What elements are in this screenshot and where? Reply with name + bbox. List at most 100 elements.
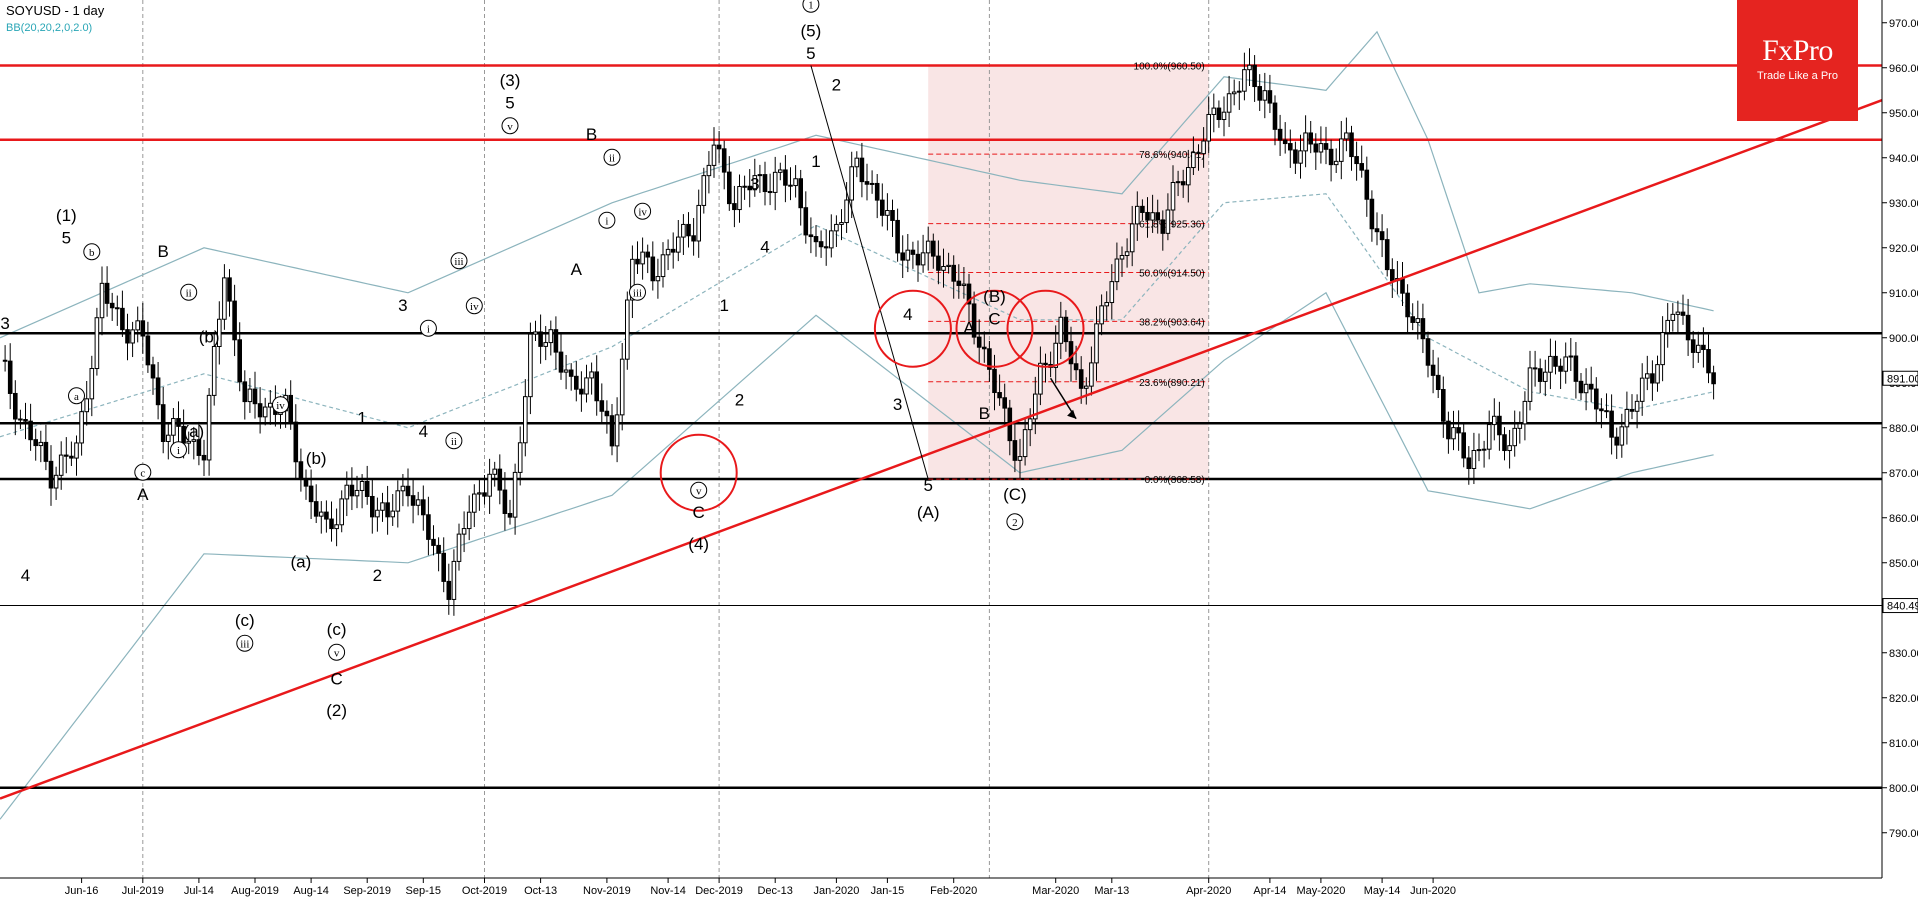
candle-body bbox=[1497, 415, 1502, 436]
candle-body bbox=[1451, 427, 1456, 440]
wave-label: iv bbox=[470, 301, 479, 313]
candle-body bbox=[1374, 228, 1380, 233]
x-tick-label: Mar-2020 bbox=[1032, 885, 1079, 897]
candle-body bbox=[691, 235, 696, 242]
wave-label: (C) bbox=[1003, 485, 1027, 504]
candle-body bbox=[1135, 205, 1140, 225]
candle-body bbox=[176, 418, 181, 427]
wave-label: A bbox=[963, 318, 975, 337]
candle-body bbox=[436, 544, 441, 554]
candle-body bbox=[135, 320, 140, 331]
candle-body bbox=[64, 454, 69, 457]
wave-label: 2 bbox=[1012, 517, 1018, 529]
wave-label: 4 bbox=[903, 305, 912, 324]
candle-body bbox=[1685, 314, 1691, 341]
highlight-circle bbox=[659, 433, 738, 512]
candle-body bbox=[757, 174, 763, 177]
wave-label: A bbox=[137, 485, 149, 504]
y-tick-label: 950.00 bbox=[1889, 108, 1918, 120]
candle-body bbox=[79, 411, 84, 444]
candle-body bbox=[1420, 318, 1426, 340]
candle-body bbox=[1226, 93, 1232, 113]
candle-body bbox=[523, 396, 528, 444]
candle-body bbox=[262, 406, 268, 418]
candle-body bbox=[574, 375, 579, 390]
candle-body bbox=[1527, 367, 1533, 402]
candle-body bbox=[252, 388, 258, 405]
candle-body bbox=[1390, 269, 1395, 282]
bollinger-lower bbox=[0, 291, 1714, 820]
candle-body bbox=[1379, 231, 1385, 241]
candle-body bbox=[931, 240, 936, 257]
wave-label: 5 bbox=[505, 93, 514, 112]
candle-body bbox=[762, 174, 768, 193]
candle-body bbox=[844, 199, 849, 224]
candle-body bbox=[619, 358, 625, 416]
candle-body bbox=[1114, 258, 1120, 283]
candle-body bbox=[859, 157, 865, 183]
x-axis-panel bbox=[0, 878, 1918, 898]
candle-body bbox=[1665, 319, 1671, 334]
candle-body bbox=[834, 223, 839, 232]
wave-label: v bbox=[507, 121, 513, 133]
wave-label: ii bbox=[609, 152, 615, 164]
candle-body bbox=[421, 499, 426, 516]
fib-label: 38.2%(903.64) bbox=[1139, 317, 1205, 328]
candle-body bbox=[1206, 113, 1212, 142]
candle-body bbox=[1435, 374, 1441, 391]
x-tick-label: Feb-2020 bbox=[930, 885, 977, 897]
candle-body bbox=[48, 460, 54, 489]
candle-body bbox=[874, 182, 880, 201]
wave-label-circle bbox=[802, 0, 820, 13]
candle-body bbox=[482, 492, 487, 497]
candle-body bbox=[222, 277, 227, 320]
candle-body bbox=[1599, 408, 1604, 412]
candle-body bbox=[1512, 427, 1518, 447]
candle-body bbox=[1354, 156, 1359, 165]
price-label: 891.00 bbox=[1887, 373, 1918, 385]
candle-body bbox=[1645, 373, 1650, 379]
logo-tagline: Trade Like a Pro bbox=[1757, 70, 1838, 82]
fib-label: 23.6%(890.21) bbox=[1139, 378, 1205, 389]
candle-body bbox=[1231, 91, 1237, 95]
wave-label: (3) bbox=[500, 71, 521, 90]
wave-label: (B) bbox=[983, 287, 1006, 306]
trendline-line bbox=[0, 97, 1888, 800]
candle-body bbox=[130, 329, 135, 344]
wave-label-circle bbox=[236, 634, 254, 652]
x-tick-label: Oct-13 bbox=[524, 885, 557, 897]
y-tick-label: 870.00 bbox=[1889, 468, 1918, 480]
wave-label: 3 bbox=[398, 296, 407, 315]
candle-body bbox=[405, 485, 411, 497]
wave-labels: 34(1)5baAcBii(b)i(a)iv(c)iii(b)(a)(c)vC(… bbox=[0, 0, 1027, 720]
candle-body bbox=[1670, 313, 1676, 321]
candle-body bbox=[125, 329, 130, 344]
candle-body bbox=[788, 184, 793, 187]
candle-body bbox=[1038, 362, 1043, 395]
candle-body bbox=[696, 204, 702, 242]
candle-body bbox=[191, 439, 197, 442]
candle-body bbox=[1634, 400, 1640, 412]
x-tick-label: May-2020 bbox=[1296, 885, 1345, 897]
candle-body bbox=[507, 512, 513, 518]
candle-body bbox=[880, 199, 885, 216]
wave-label: (5) bbox=[801, 21, 822, 40]
candle-body bbox=[1384, 239, 1390, 271]
candle-body bbox=[242, 381, 248, 403]
x-tick-label: Aug-14 bbox=[293, 885, 328, 897]
y-tick-label: 900.00 bbox=[1889, 333, 1918, 345]
wave-label: 2 bbox=[373, 566, 382, 585]
candle-body bbox=[171, 418, 176, 436]
candle-body bbox=[609, 415, 615, 447]
candle-body bbox=[997, 392, 1002, 399]
candle-body bbox=[303, 478, 309, 487]
candle-body bbox=[1690, 339, 1696, 353]
candle-body bbox=[268, 402, 273, 408]
candle-body bbox=[410, 495, 416, 506]
candle-body bbox=[1175, 181, 1181, 184]
x-tick-label: Nov-14 bbox=[650, 885, 685, 897]
candle-body bbox=[905, 249, 911, 261]
candle-body bbox=[987, 348, 992, 370]
candle-body bbox=[920, 252, 926, 266]
